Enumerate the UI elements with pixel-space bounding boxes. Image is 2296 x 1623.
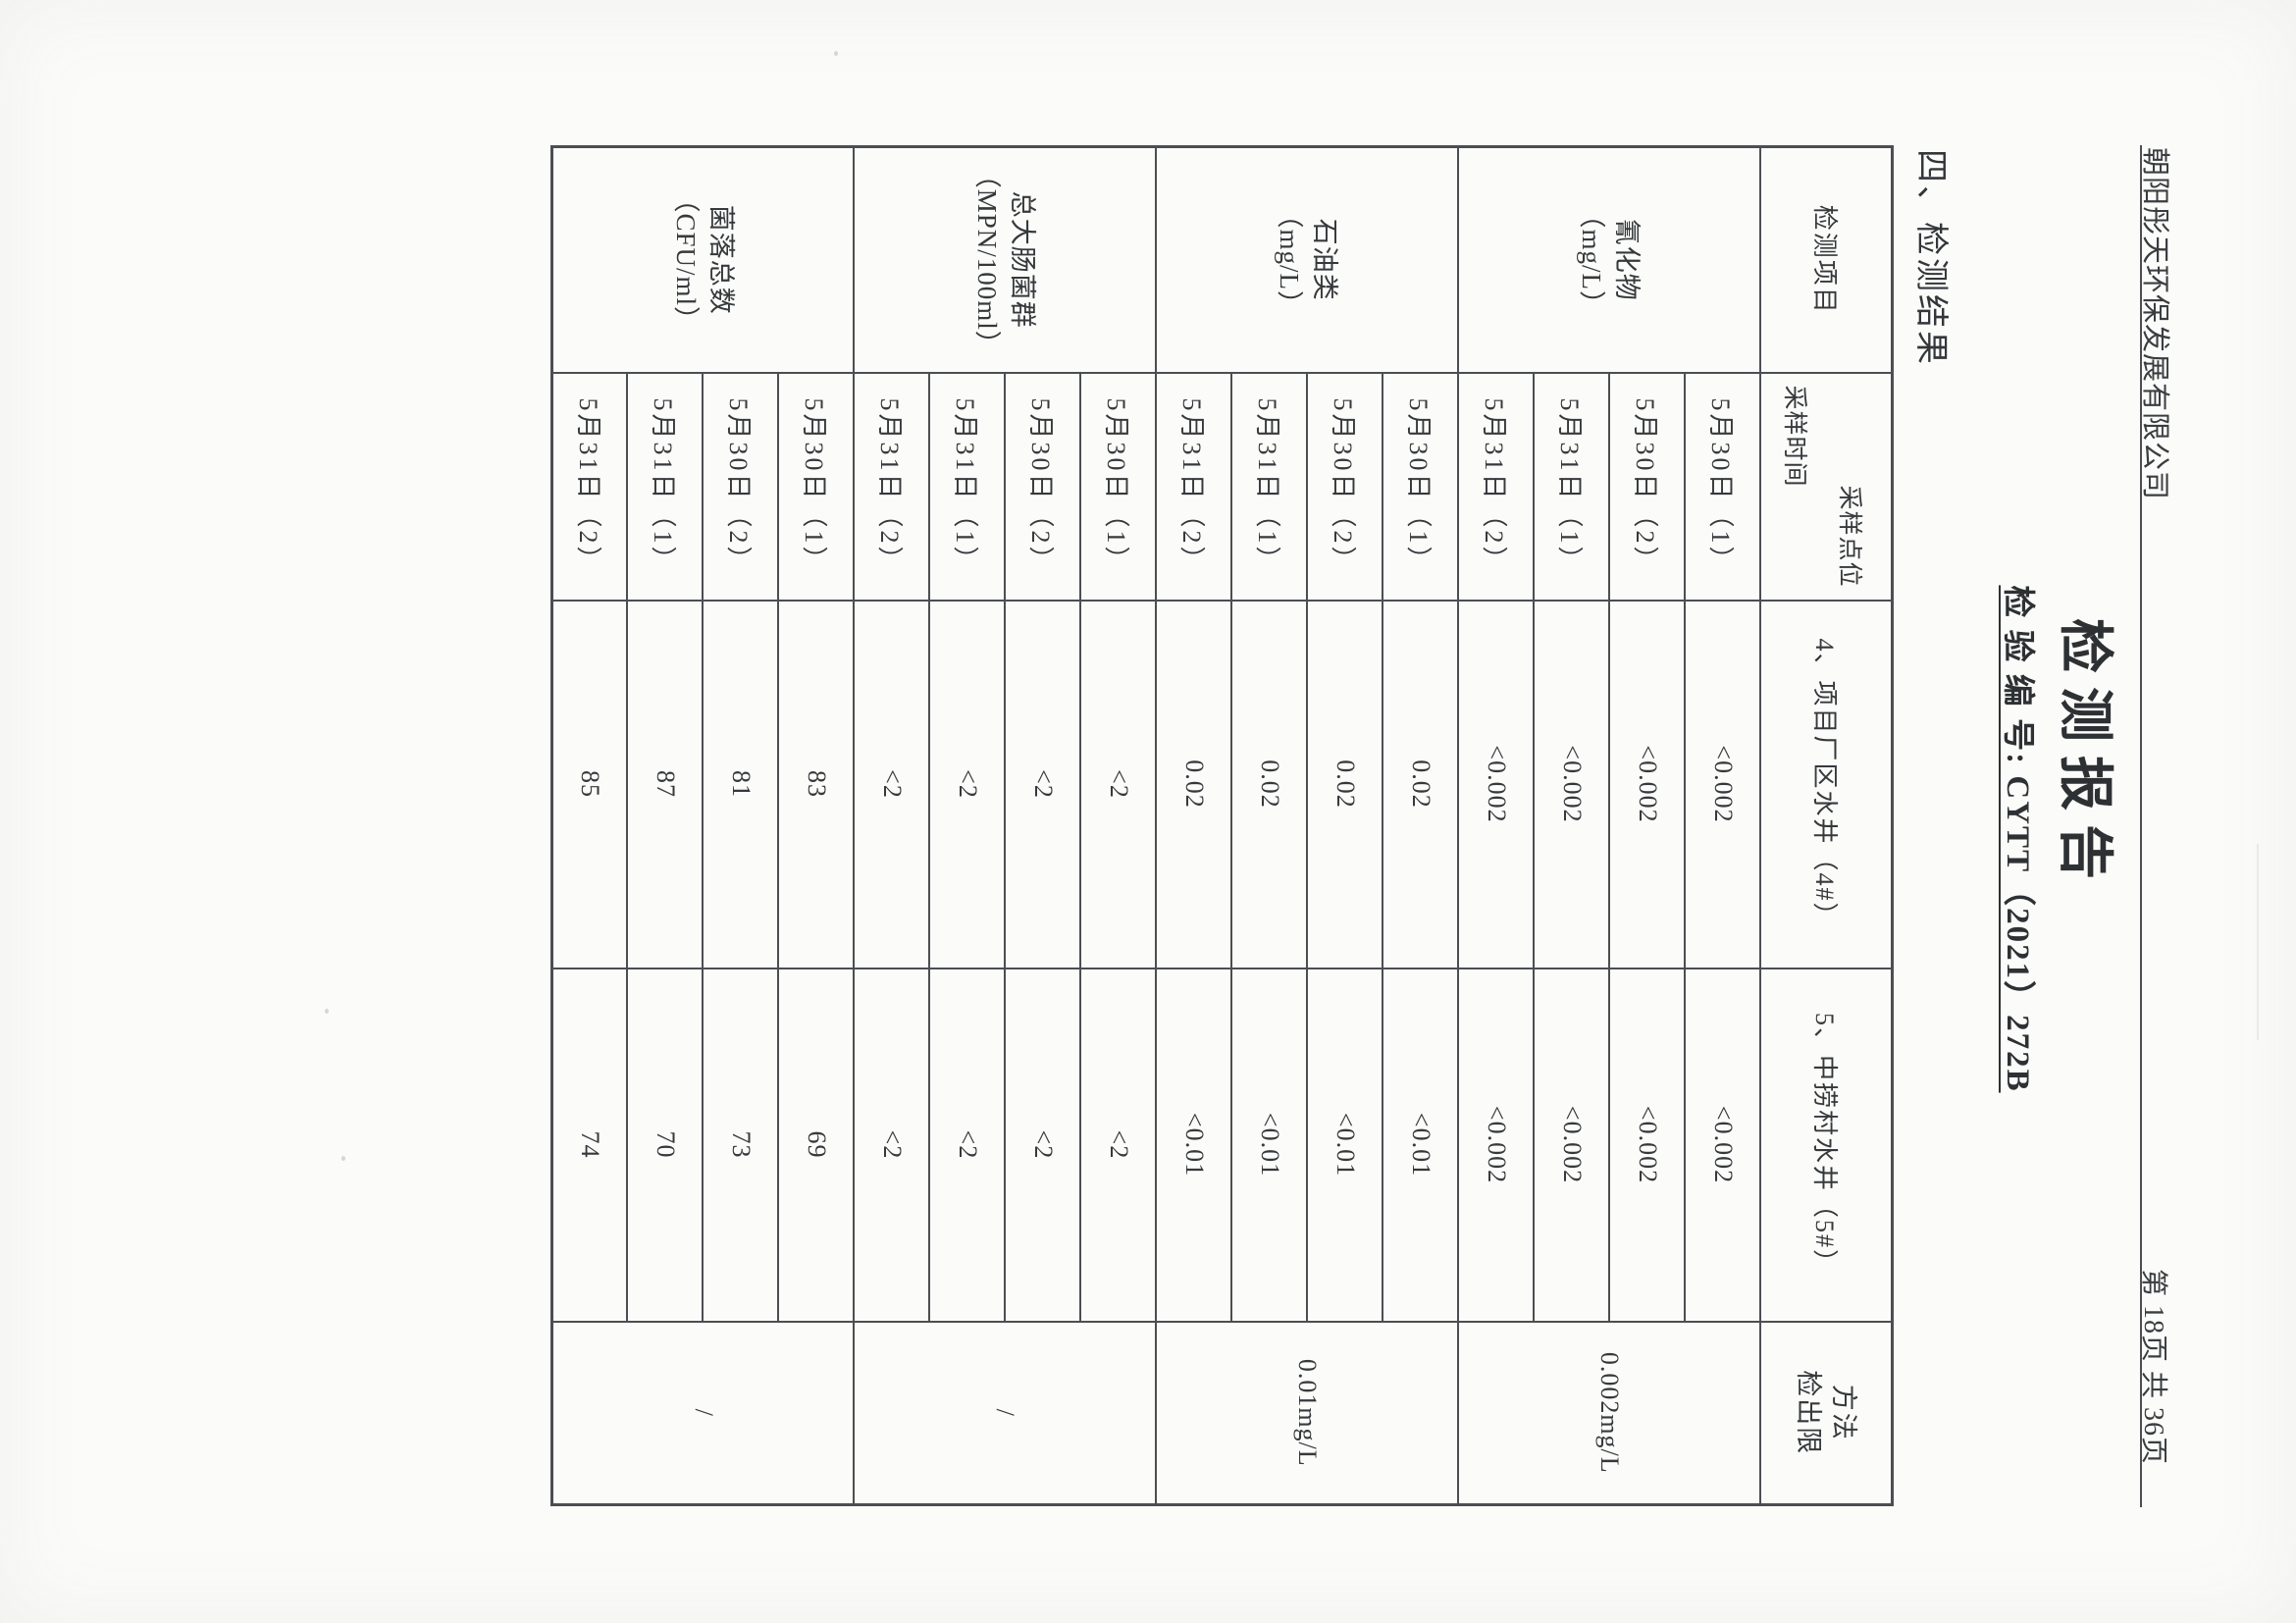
cell-value-site5: 74 (551, 968, 628, 1322)
cell-value-site5: <0.01 (1383, 968, 1459, 1322)
cell-value-site4: 85 (551, 600, 628, 969)
page-indicator: 第 18页 共 36页 (2138, 1269, 2168, 1466)
report-number: 检 验 编 号: CYTT（2021）272B (1998, 294, 2045, 1384)
report-title: 检测报告 (2054, 618, 2114, 893)
cell-value-site4: <0.002 (1534, 600, 1610, 969)
cell-item-name: 氰化物 （mg/L） (1458, 146, 1761, 373)
cell-value-site5: 70 (627, 968, 704, 1322)
scan-speck (341, 1156, 345, 1161)
cell-value-site5: <2 (1005, 968, 1081, 1322)
cell-value-site5: <0.002 (1609, 968, 1686, 1322)
cell-sampling-time: 5月30日（2） (1005, 372, 1081, 601)
cell-value-site4: 87 (627, 600, 704, 969)
cell-value-site5: <0.002 (1458, 968, 1535, 1322)
cell-detection-limit: 0.002mg/L (1458, 1321, 1761, 1505)
item-name: 菌落总数 (705, 204, 736, 315)
cell-sampling-time: 5月31日（1） (1534, 372, 1610, 601)
item-name: 石油类 (1310, 218, 1340, 301)
method-limit-line2: 检出限 (1794, 1370, 1824, 1456)
cell-value-site5: 73 (703, 968, 779, 1322)
cell-value-site4: <2 (854, 600, 930, 969)
cell-value-site4: 83 (778, 600, 855, 969)
cell-sampling-time: 5月31日（2） (1156, 372, 1232, 601)
cell-detection-limit: / (854, 1321, 1157, 1505)
cell-sampling-time: 5月31日（1） (929, 372, 1006, 601)
cell-value-site4: 81 (703, 600, 779, 969)
cell-sampling-time: 5月30日（1） (778, 372, 855, 601)
cell-value-site4: 0.02 (1383, 600, 1459, 969)
item-name: 总大肠菌群 (1008, 190, 1038, 329)
cell-value-site4: 0.02 (1307, 600, 1383, 969)
cell-value-site5: <0.002 (1685, 968, 1761, 1322)
cell-value-site5: <2 (1080, 968, 1157, 1322)
report-number-text: 检 验 编 号: CYTT（2021）272B (2000, 585, 2035, 1093)
cell-item-name: 石油类 （mg/L） (1156, 146, 1459, 373)
site4-column-header: 4、项目厂区水井（4#） (1760, 600, 1893, 969)
cell-sampling-time: 5月31日（1） (1231, 372, 1308, 601)
item-column-header: 检测项目 (1760, 146, 1893, 373)
table-row: 石油类 （mg/L） 5月30日（1） 0.02 <0.01 0.01mg/L (1156, 146, 1459, 1505)
cell-value-site5: <0.01 (1156, 968, 1232, 1322)
item-unit: （CFU/ml） (670, 185, 701, 335)
scan-artifact-line (2257, 844, 2259, 1040)
cell-item-name: 总大肠菌群 （MPN/100ml） (854, 146, 1157, 373)
item-name: 氰化物 (1612, 218, 1643, 301)
corner-cell: 采样点位 采样时间 (1760, 372, 1893, 601)
site5-column-header: 5、中捞村水井（5#） (1760, 968, 1893, 1322)
table-header-row: 检测项目 采样点位 采样时间 4、项目厂区水井（4#） 5、中捞村水井（5#） … (1760, 146, 1893, 1505)
sampling-point-label: 采样点位 (1836, 485, 1862, 588)
table-row: 总大肠菌群 （MPN/100ml） 5月30日（1） <2 <2 / (854, 146, 1157, 1505)
cell-value-site5: <0.01 (1231, 968, 1308, 1322)
cell-value-site5: <0.01 (1307, 968, 1383, 1322)
cell-value-site4: <0.002 (1685, 600, 1761, 969)
cell-sampling-time: 5月31日（2） (551, 372, 628, 601)
scan-speck (325, 1009, 329, 1014)
cell-item-name: 菌落总数 （CFU/ml） (551, 146, 855, 373)
table-row: 菌落总数 （CFU/ml） 5月30日（1） 83 69 / (551, 146, 855, 1505)
scan-speck (834, 51, 838, 56)
sampling-time-label: 采样时间 (1781, 385, 1808, 488)
header-rule (2140, 145, 2142, 1507)
cell-sampling-time: 5月31日（2） (1458, 372, 1535, 601)
cell-value-site4: <2 (929, 600, 1006, 969)
cell-sampling-time: 5月30日（1） (1383, 372, 1459, 601)
method-limit-header: 方法 检出限 (1760, 1321, 1893, 1505)
item-unit: （MPN/100ml） (972, 161, 1003, 358)
cell-value-site5: 69 (778, 968, 855, 1322)
section-heading: 四、检测结果 (1912, 149, 1949, 367)
cell-value-site5: <2 (854, 968, 930, 1322)
table-row: 氰化物 （mg/L） 5月30日（1） <0.002 <0.002 0.002m… (1458, 146, 1761, 1505)
cell-sampling-time: 5月31日（1） (627, 372, 704, 601)
cell-sampling-time: 5月30日（2） (1609, 372, 1686, 601)
item-unit: （mg/L） (1577, 201, 1607, 319)
cell-sampling-time: 5月30日（1） (1080, 372, 1157, 601)
cell-sampling-time: 5月31日（2） (854, 372, 930, 601)
cell-value-site4: 0.02 (1156, 600, 1232, 969)
cell-value-site5: <0.002 (1534, 968, 1610, 1322)
cell-value-site4: <2 (1005, 600, 1081, 969)
cell-detection-limit: / (551, 1321, 855, 1505)
cell-value-site4: <0.002 (1609, 600, 1686, 969)
company-name: 朝阳彤天环保发展有限公司 (2139, 147, 2170, 501)
cell-value-site4: 0.02 (1231, 600, 1308, 969)
cell-sampling-time: 5月30日（2） (1307, 372, 1383, 601)
cell-value-site4: <2 (1080, 600, 1157, 969)
method-limit-line1: 方法 (1829, 1384, 1859, 1441)
cell-sampling-time: 5月30日（1） (1685, 372, 1761, 601)
cell-detection-limit: 0.01mg/L (1156, 1321, 1459, 1505)
cell-sampling-time: 5月30日（2） (703, 372, 779, 601)
cell-value-site5: <2 (929, 968, 1006, 1322)
item-unit: （mg/L） (1275, 201, 1305, 319)
cell-value-site4: <0.002 (1458, 600, 1535, 969)
results-table: 检测项目 采样点位 采样时间 4、项目厂区水井（4#） 5、中捞村水井（5#） … (550, 145, 1894, 1506)
